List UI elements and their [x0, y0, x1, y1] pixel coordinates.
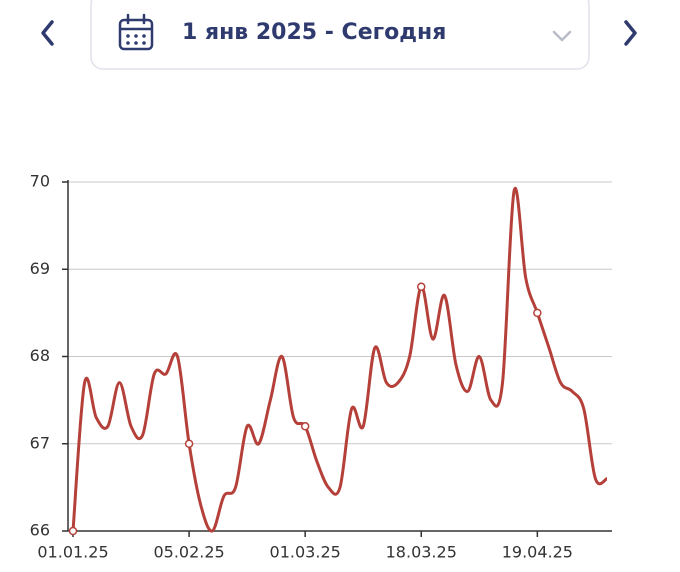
- data-line: [71, 186, 608, 533]
- date-range: 1 янв 2025 - Сегодня: [182, 20, 446, 45]
- y-tick-label: 70: [30, 172, 50, 191]
- date-picker[interactable]: [90, 0, 590, 70]
- calendar-icon: [118, 13, 154, 51]
- y-tick-label: 68: [30, 346, 50, 365]
- point-marker: [184, 439, 194, 448]
- x-tick-label: 19.04.25: [502, 543, 573, 562]
- y-tick-label: 66: [30, 521, 50, 540]
- point-marker: [68, 526, 78, 536]
- point-marker: [533, 308, 542, 318]
- dropdown-chevron[interactable]: [552, 30, 572, 42]
- prev-button[interactable]: [41, 20, 54, 46]
- x-tick-label: 18.03.25: [386, 543, 457, 562]
- y-tick-label: 67: [30, 433, 50, 452]
- x-tick-label: 01.01.25: [37, 543, 108, 562]
- x-tick-label: 01.03.25: [270, 543, 341, 562]
- x-tick-label: 05.02.25: [153, 543, 224, 562]
- y-tick-label: 69: [30, 259, 50, 278]
- point-marker: [417, 282, 426, 291]
- chart: 66 67 68 69 70 01.01.25 05.02.25 01.03.25 18.03.…: [30, 172, 612, 562]
- next-button[interactable]: [624, 20, 637, 46]
- point-marker: [300, 422, 310, 431]
